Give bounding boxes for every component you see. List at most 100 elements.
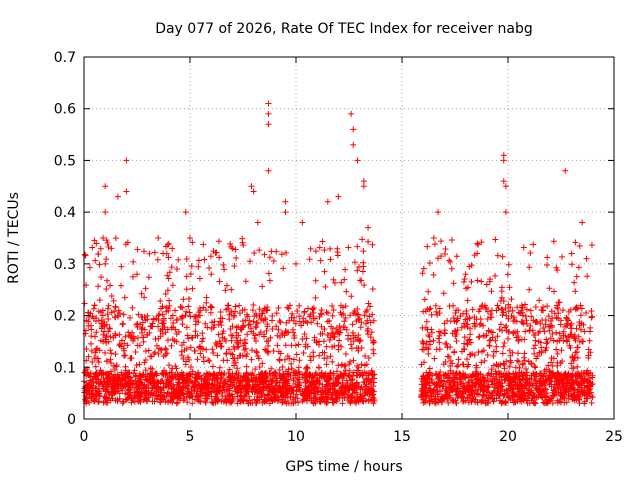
data-point xyxy=(104,311,111,318)
data-point xyxy=(318,323,325,330)
data-point xyxy=(532,332,539,339)
data-point xyxy=(441,378,448,385)
data-point xyxy=(294,395,301,402)
data-point xyxy=(300,319,307,326)
data-point xyxy=(348,345,355,352)
data-point xyxy=(247,371,254,378)
data-point xyxy=(526,326,533,333)
data-point xyxy=(168,264,175,271)
data-point xyxy=(427,305,434,312)
data-point xyxy=(151,398,158,405)
data-point xyxy=(217,319,224,326)
data-point xyxy=(563,314,570,321)
data-point xyxy=(434,391,441,398)
data-point xyxy=(296,302,303,309)
data-point xyxy=(229,351,236,358)
data-point xyxy=(335,193,342,200)
data-point xyxy=(519,312,526,319)
data-point xyxy=(127,355,134,362)
data-point xyxy=(265,337,272,344)
data-point xyxy=(112,304,119,311)
data-point xyxy=(180,383,187,390)
data-point xyxy=(284,370,291,377)
data-point xyxy=(142,367,149,374)
data-point xyxy=(229,245,236,252)
data-point xyxy=(169,245,176,252)
data-point xyxy=(197,350,204,357)
data-point xyxy=(502,183,509,190)
data-point xyxy=(327,245,334,252)
data-point xyxy=(464,363,471,370)
data-point xyxy=(527,249,534,256)
data-point xyxy=(560,379,567,386)
data-point xyxy=(369,241,376,248)
data-point xyxy=(354,306,361,313)
data-point xyxy=(517,389,524,396)
data-point xyxy=(444,317,451,324)
data-point xyxy=(242,389,249,396)
data-point xyxy=(237,389,244,396)
data-point xyxy=(212,399,219,406)
data-point xyxy=(423,318,430,325)
data-point xyxy=(495,379,502,386)
data-point xyxy=(469,306,476,313)
data-point xyxy=(220,262,227,269)
data-point xyxy=(252,366,259,373)
data-point xyxy=(127,386,134,393)
data-point xyxy=(250,318,257,325)
data-point xyxy=(129,273,136,280)
data-point xyxy=(182,209,189,216)
data-point xyxy=(420,265,427,272)
data-point xyxy=(365,224,372,231)
data-point xyxy=(505,370,512,377)
data-point xyxy=(451,318,458,325)
data-point xyxy=(118,337,125,344)
data-point xyxy=(90,315,97,322)
data-point xyxy=(331,343,338,350)
data-point xyxy=(106,325,113,332)
data-point xyxy=(250,375,257,382)
data-point xyxy=(222,287,229,294)
data-point xyxy=(321,349,328,356)
data-point xyxy=(290,317,297,324)
data-point xyxy=(258,391,265,398)
data-point xyxy=(519,309,526,316)
data-point xyxy=(221,266,228,273)
data-point xyxy=(435,335,442,342)
data-point xyxy=(453,338,460,345)
data-point xyxy=(289,310,296,317)
data-point xyxy=(264,391,271,398)
data-point xyxy=(185,303,192,310)
data-point xyxy=(578,377,585,384)
data-point xyxy=(506,363,513,370)
data-point xyxy=(515,337,522,344)
data-point xyxy=(183,256,190,263)
data-point xyxy=(265,349,272,356)
data-point xyxy=(568,360,575,367)
data-point xyxy=(367,334,374,341)
data-point xyxy=(489,381,496,388)
data-point xyxy=(460,345,467,352)
data-point xyxy=(461,346,468,353)
data-point xyxy=(323,378,330,385)
data-point xyxy=(226,374,233,381)
data-point xyxy=(118,263,125,270)
x-tick-label: 20 xyxy=(499,429,517,445)
data-point xyxy=(104,305,111,312)
data-point xyxy=(90,305,97,312)
data-point xyxy=(208,304,215,311)
data-point xyxy=(498,306,505,313)
data-point xyxy=(295,341,302,348)
data-point xyxy=(570,355,577,362)
data-point xyxy=(567,345,574,352)
data-point xyxy=(514,304,521,311)
data-point xyxy=(142,348,149,355)
data-point xyxy=(207,253,214,260)
data-point xyxy=(122,367,129,374)
data-point xyxy=(180,397,187,404)
data-point xyxy=(122,333,129,340)
data-point xyxy=(337,302,344,309)
data-point xyxy=(232,371,239,378)
data-point xyxy=(272,382,279,389)
data-point xyxy=(96,261,103,268)
